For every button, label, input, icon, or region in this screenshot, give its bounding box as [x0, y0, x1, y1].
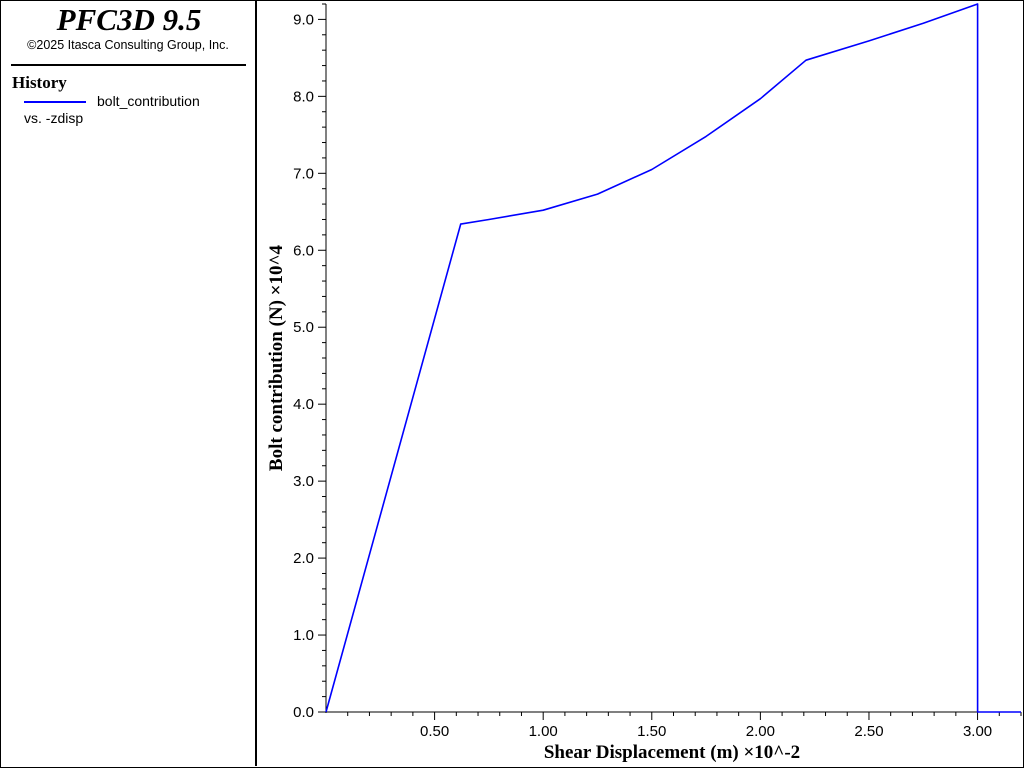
y-tick-label: 6.0	[293, 242, 314, 259]
legend-vs-label: vs. -zdisp	[24, 110, 84, 126]
y-tick-label: 0.0	[293, 704, 314, 721]
y-tick-label: 1.0	[293, 627, 314, 644]
copyright-notice: ©2025 Itasca Consulting Group, Inc.	[27, 38, 229, 52]
legend-series-label: bolt_contribution	[97, 93, 200, 109]
history-heading: History	[12, 73, 67, 92]
chart-axes	[325, 4, 1021, 713]
x-tick-label: 2.50	[854, 723, 883, 740]
x-tick-label: 3.00	[963, 723, 992, 740]
y-tick-label: 9.0	[293, 11, 314, 28]
y-axis-title: Bolt contribution (N) ×10^4	[266, 244, 287, 471]
y-tick-label: 3.0	[293, 473, 314, 490]
x-axis-title: Shear Displacement (m) ×10^-2	[544, 742, 800, 763]
x-tick-label: 1.50	[637, 723, 666, 740]
legend-line-swatch	[24, 101, 86, 103]
app-title: PFC3D 9.5	[56, 2, 202, 37]
x-tick-label: 2.00	[746, 723, 775, 740]
y-tick-label: 8.0	[293, 88, 314, 105]
series-line-bolt_contribution	[325, 3, 1021, 713]
x-tick-label: 1.00	[529, 723, 558, 740]
x-tick-label: 0.50	[420, 723, 449, 740]
chart-series	[325, 3, 1021, 713]
y-tick-label: 4.0	[293, 396, 314, 413]
legend-divider	[11, 64, 246, 66]
y-tick-label: 7.0	[293, 165, 314, 182]
y-tick-label: 2.0	[293, 550, 314, 567]
y-tick-label: 5.0	[293, 319, 314, 336]
chart-ticks: 0.0 1.0 2.0 3.0 4.0 5.0 6.0 7.0 8.0 9.0 0.50 1.00 1.…	[293, 3, 1022, 740]
legend-panel: PFC3D 9.5 ©2025 Itasca Consulting Group,…	[1, 1, 257, 766]
